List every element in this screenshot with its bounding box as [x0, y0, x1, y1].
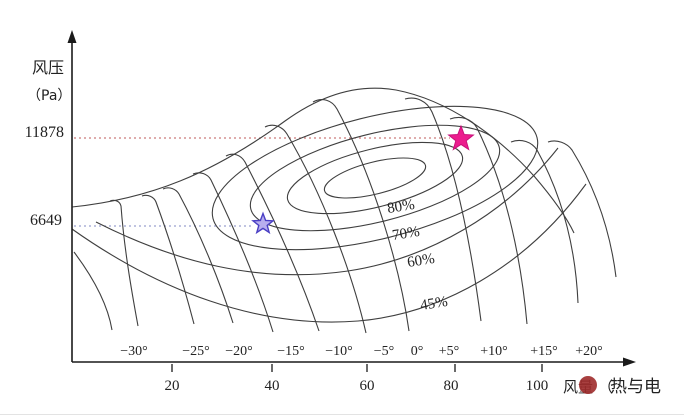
- magenta-star-marker: [447, 124, 475, 151]
- x-axis-arrow: [623, 357, 636, 367]
- y-axis-title: 风压: [32, 58, 64, 77]
- y-ref-upper-label: 11878: [25, 124, 64, 141]
- efficiency-label-45: 45%: [419, 294, 449, 314]
- efficiency-labels: 80% 70% 60% 45%: [386, 197, 449, 314]
- contour-60: [95, 147, 559, 276]
- angle-curve-+10: [449, 116, 528, 325]
- watermark: （ 热与电: [579, 376, 661, 397]
- angle-curve--10: [225, 153, 320, 332]
- angle-curve--5: [264, 124, 367, 334]
- contour-low-left: [73, 251, 113, 331]
- contour-inner-2: [286, 141, 464, 215]
- x-tick-20: 20: [165, 378, 180, 394]
- angle-label-0: 0°: [411, 344, 424, 359]
- angle-label-+20: +20°: [575, 344, 603, 359]
- angle-label-+10: +10°: [480, 344, 508, 359]
- x-tick-100: 100: [526, 378, 549, 394]
- x-tick-40: 40: [265, 378, 280, 394]
- y-axis-units: （Pa）: [27, 88, 71, 104]
- angle-curve-0: [312, 99, 410, 332]
- contour-70: [211, 105, 539, 251]
- angle-label--25: −25°: [182, 344, 210, 359]
- angle-label--10: −10°: [325, 344, 353, 359]
- x-tick-marks: [171, 364, 543, 372]
- angle-curve-+15: [510, 139, 579, 304]
- efficiency-label-80: 80%: [386, 197, 416, 217]
- blue-star-marker: [251, 211, 275, 235]
- efficiency-label-70: 70%: [391, 224, 421, 244]
- angle-curve--15: [192, 172, 274, 333]
- y-ref-lower-label: 6649: [30, 212, 62, 229]
- y-axis-arrow: [67, 30, 77, 43]
- axes: [67, 30, 636, 372]
- x-tick-60: 60: [360, 378, 375, 394]
- angle-curve--25: [141, 194, 195, 325]
- angle-label--30: −30°: [120, 344, 148, 359]
- x-tick-labels: 20 40 60 80 100: [165, 378, 549, 394]
- envelope-curve: [71, 87, 575, 234]
- blade-angle-labels: −30° −25° −20° −15° −10° −5° 0° +5° +10°…: [120, 344, 603, 359]
- watermark-logo-icon: [579, 376, 597, 394]
- angle-curve-+20: [547, 140, 617, 278]
- angle-label-+15: +15°: [530, 344, 558, 359]
- angle-label--5: −5°: [374, 344, 395, 359]
- angle-label--15: −15°: [277, 344, 305, 359]
- x-tick-80: 80: [444, 378, 459, 394]
- contour-45: [71, 183, 587, 323]
- angle-curve--20: [162, 187, 234, 324]
- contour-80: [249, 124, 501, 232]
- watermark-paren: （: [598, 378, 613, 396]
- curve-family: [71, 87, 617, 334]
- angle-curve-+5: [404, 97, 482, 322]
- contour-inner-1: [323, 157, 427, 199]
- angle-curve--30: [109, 199, 139, 327]
- watermark-brand-text: 热与电: [610, 377, 661, 397]
- angle-label--20: −20°: [225, 344, 253, 359]
- angle-label-+5: +5°: [439, 344, 460, 359]
- efficiency-label-60: 60%: [406, 251, 436, 271]
